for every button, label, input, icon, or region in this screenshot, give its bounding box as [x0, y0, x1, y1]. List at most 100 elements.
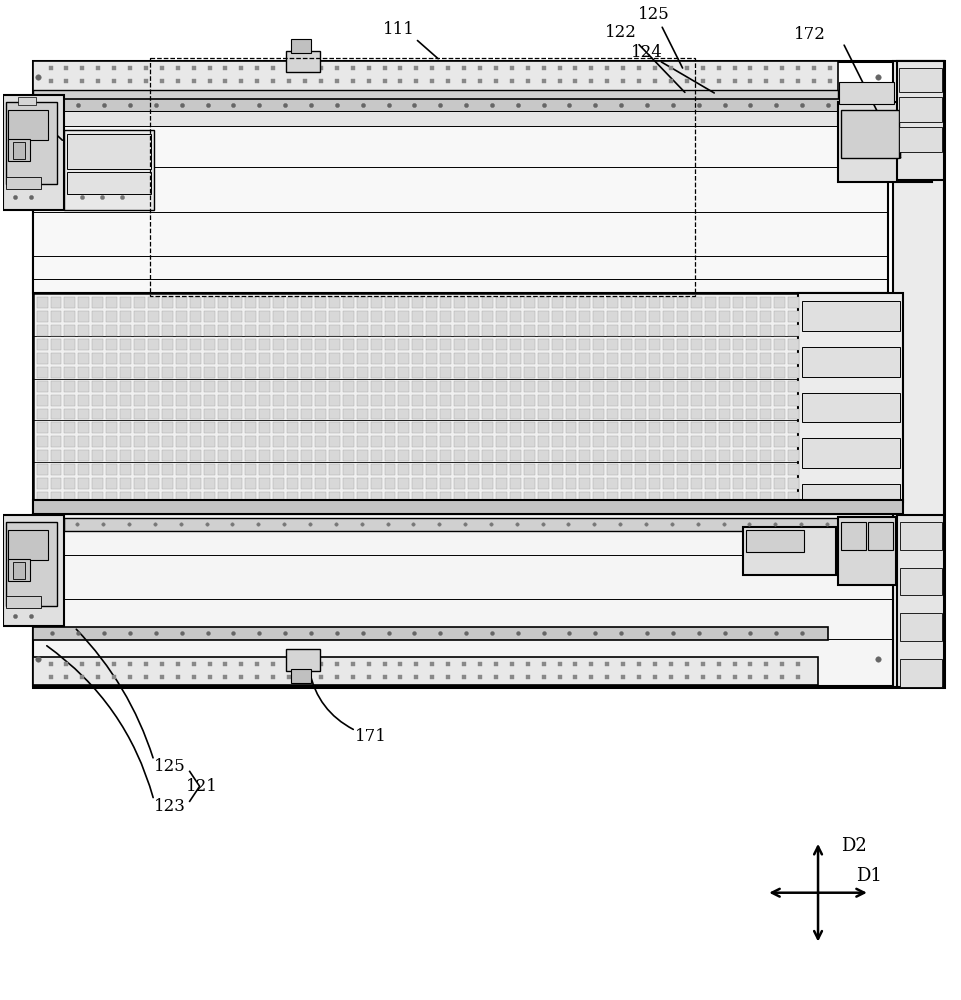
Bar — [537, 436, 549, 447]
Bar — [204, 492, 214, 503]
Bar — [593, 422, 604, 433]
Bar — [719, 297, 729, 308]
Bar — [189, 422, 201, 433]
Bar — [8, 110, 47, 140]
Bar — [788, 450, 800, 461]
Bar — [524, 311, 534, 322]
Bar — [189, 492, 201, 503]
Bar — [552, 409, 562, 419]
Bar — [120, 381, 131, 392]
Bar — [232, 409, 242, 419]
Bar — [134, 450, 145, 461]
Bar — [747, 409, 757, 419]
Bar — [412, 492, 424, 503]
Bar — [120, 311, 131, 322]
Bar — [329, 450, 340, 461]
Bar — [8, 139, 30, 161]
Bar — [704, 492, 716, 503]
Bar — [315, 311, 326, 322]
Bar — [217, 297, 229, 308]
Bar — [189, 450, 201, 461]
Bar — [315, 297, 326, 308]
Bar — [79, 311, 89, 322]
Bar — [621, 422, 632, 433]
Bar — [635, 353, 646, 364]
Bar — [552, 339, 562, 350]
Bar — [371, 478, 382, 489]
Bar — [301, 422, 312, 433]
Bar — [217, 492, 229, 503]
Bar — [204, 325, 214, 336]
Bar — [287, 409, 298, 419]
Bar — [455, 367, 465, 378]
Bar — [621, 478, 632, 489]
Bar — [204, 464, 214, 475]
Bar — [79, 422, 89, 433]
Bar — [468, 311, 479, 322]
Bar — [427, 367, 437, 378]
Bar — [301, 395, 312, 406]
Bar — [775, 325, 785, 336]
Bar — [92, 450, 103, 461]
Bar — [357, 325, 368, 336]
Bar — [37, 492, 47, 503]
Bar — [33, 124, 888, 293]
Bar — [691, 367, 702, 378]
Bar — [232, 325, 242, 336]
Bar — [496, 325, 506, 336]
Bar — [537, 478, 549, 489]
Bar — [732, 353, 744, 364]
Bar — [677, 492, 688, 503]
Bar — [329, 367, 340, 378]
Bar — [719, 353, 729, 364]
Bar — [524, 367, 534, 378]
Bar — [148, 297, 159, 308]
Bar — [232, 464, 242, 475]
Bar — [106, 311, 117, 322]
Bar — [468, 450, 479, 461]
Bar — [204, 367, 214, 378]
Bar — [524, 436, 534, 447]
Bar — [51, 353, 62, 364]
Bar — [232, 311, 242, 322]
Bar — [719, 409, 729, 419]
Bar — [565, 325, 577, 336]
Bar — [482, 339, 493, 350]
Bar — [287, 478, 298, 489]
Bar — [496, 339, 506, 350]
Bar — [176, 367, 186, 378]
Bar — [663, 339, 674, 350]
Bar — [802, 347, 899, 377]
Bar — [412, 353, 424, 364]
Bar — [273, 450, 284, 461]
Bar — [412, 367, 424, 378]
Bar — [468, 325, 479, 336]
Bar — [189, 311, 201, 322]
Bar — [273, 297, 284, 308]
Bar — [496, 409, 506, 419]
Bar — [301, 381, 312, 392]
Bar — [371, 367, 382, 378]
Bar — [719, 478, 729, 489]
Bar — [120, 422, 131, 433]
Bar — [760, 436, 772, 447]
Bar — [537, 325, 549, 336]
Bar — [482, 450, 493, 461]
Bar — [189, 353, 201, 364]
Bar — [565, 436, 577, 447]
Bar — [704, 464, 716, 475]
Bar — [565, 409, 577, 419]
Bar — [120, 450, 131, 461]
Bar — [537, 297, 549, 308]
Bar — [204, 478, 214, 489]
Bar — [329, 325, 340, 336]
Bar — [357, 353, 368, 364]
Bar — [565, 311, 577, 322]
Bar — [621, 450, 632, 461]
Bar — [704, 339, 716, 350]
Bar — [37, 311, 47, 322]
Bar — [106, 464, 117, 475]
Bar — [259, 311, 270, 322]
Bar — [677, 436, 688, 447]
Bar — [468, 381, 479, 392]
